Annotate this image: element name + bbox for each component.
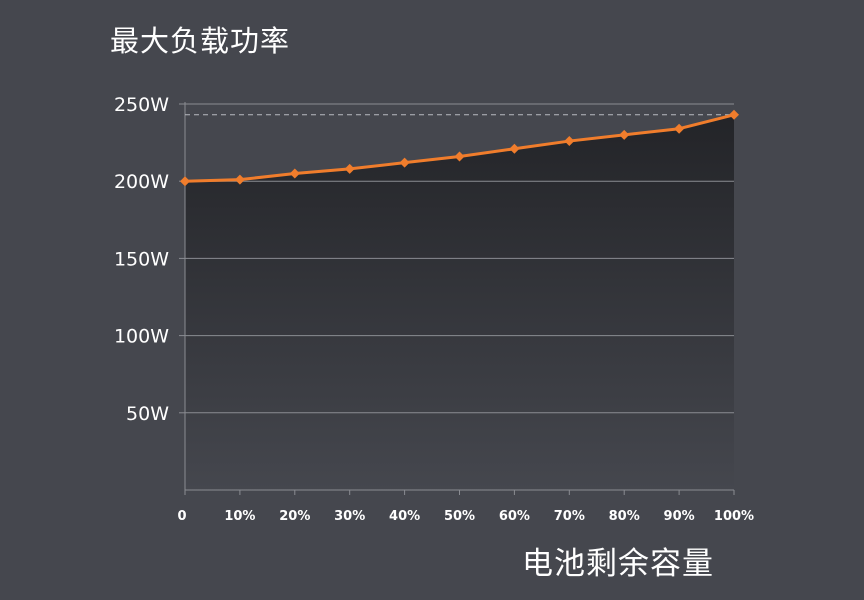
y-tick-label: 150W [114,248,169,270]
x-tick-label: 50% [444,509,475,524]
chart-title: 最大负载功率 [110,24,291,58]
x-tick-label: 10% [224,509,255,524]
x-tick-label: 40% [389,509,420,524]
x-tick-label: 30% [334,509,365,524]
data-point-10 [729,109,739,120]
data-point-5 [454,151,465,162]
x-tick-label: 70% [554,509,585,524]
x-axis-label: 电池剩余容量 [522,546,714,582]
x-tick-label: 100% [714,509,754,524]
data-point-2 [289,168,300,179]
data-point-6 [509,143,520,154]
x-tick-label: 20% [279,509,310,524]
data-point-8 [619,129,630,140]
y-tick-label: 50W [126,403,169,425]
x-tick-label: 90% [664,509,695,524]
y-tick-label: 250W [114,94,169,116]
data-point-4 [399,157,410,168]
x-tick-label: 60% [499,509,530,524]
y-tick-label: 200W [114,171,169,193]
x-tick-label: 0 [177,509,186,524]
data-point-1 [234,174,245,185]
y-tick-label: 100W [114,326,169,348]
data-point-9 [674,123,685,134]
data-point-0 [180,176,190,187]
area-fill [185,114,734,491]
data-point-3 [344,163,355,174]
data-point-7 [564,136,575,147]
x-tick-label: 80% [609,509,640,524]
